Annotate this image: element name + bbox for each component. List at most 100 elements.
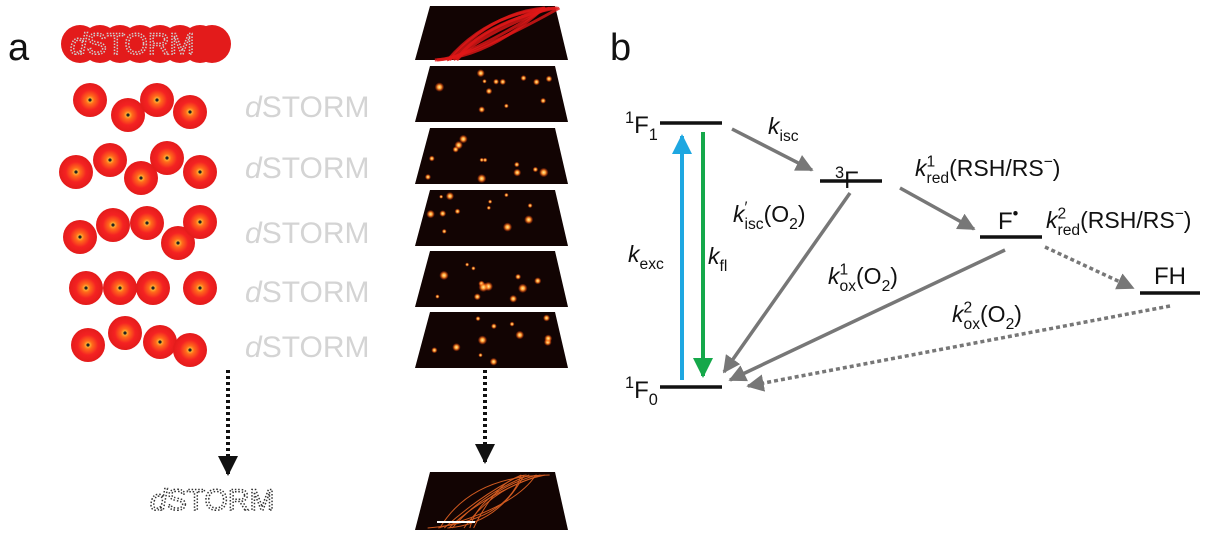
blink — [471, 266, 475, 270]
text-part: F — [998, 208, 1013, 235]
fluorophore-center — [118, 286, 121, 289]
blink — [478, 106, 485, 113]
blink — [543, 314, 550, 321]
fluorophore-center — [78, 235, 81, 238]
fluorophore-center — [145, 221, 148, 224]
blink — [533, 79, 540, 86]
text-part: ox — [840, 278, 857, 295]
blink — [520, 75, 526, 81]
text-part: (RSH/RS — [1080, 207, 1175, 233]
text-part: 1 — [840, 261, 849, 278]
state-label: 1F0 — [625, 374, 658, 409]
blink — [491, 323, 497, 329]
text-part: 0 — [649, 391, 658, 409]
blink — [540, 98, 546, 104]
dstorm-label: dSTORM — [245, 276, 369, 309]
text-part: isc — [780, 128, 799, 145]
blink — [533, 167, 539, 173]
blink — [518, 284, 527, 293]
text-part: red — [1058, 222, 1081, 239]
blink — [486, 88, 493, 95]
panel-label: b — [610, 27, 631, 69]
blink — [524, 215, 533, 224]
fluorophore-center — [155, 98, 158, 101]
text-part: 2 — [964, 299, 973, 316]
blink — [475, 316, 480, 321]
fluorophore-center — [84, 286, 87, 289]
blink — [431, 347, 437, 353]
fluorophore-center — [88, 98, 91, 101]
blink — [544, 335, 552, 343]
blink — [509, 295, 517, 303]
figure: adSTORMdSTORMdSTORMdSTORMdSTORMdSTORMdST… — [0, 0, 1218, 533]
text-part: 1 — [927, 153, 936, 170]
blink — [478, 335, 487, 344]
fluorophore-center — [126, 113, 129, 116]
text-part: F — [634, 377, 649, 404]
dstorm-label: dSTORM — [70, 28, 194, 61]
blink — [510, 322, 515, 327]
blink — [435, 82, 445, 92]
blink — [465, 262, 469, 266]
text-part: fl — [720, 258, 728, 275]
blink — [477, 69, 485, 77]
blink — [435, 294, 439, 298]
state-label: 3F — [835, 164, 859, 194]
dstorm-prefix: d — [245, 91, 263, 124]
text-part: ) — [1053, 155, 1061, 181]
blink — [477, 174, 486, 183]
text-part: 2 — [1006, 316, 1015, 333]
text-part: isc — [745, 216, 764, 233]
blink — [455, 208, 461, 214]
dstorm-prefix: d — [245, 152, 263, 185]
dstorm-name: STORM — [262, 217, 370, 250]
blink — [493, 79, 499, 85]
state-label: F• — [998, 205, 1019, 235]
blink — [539, 168, 549, 178]
blink — [487, 206, 491, 210]
dstorm-label: dSTORM — [245, 152, 369, 185]
fluorophore-center — [74, 170, 77, 173]
blink — [503, 222, 512, 231]
text-part: (O — [856, 263, 882, 289]
blink — [452, 343, 460, 351]
text-part: F — [634, 112, 649, 139]
blink — [425, 174, 431, 180]
rate-label: k2ox(O2) — [952, 299, 1022, 333]
text-part: 1 — [649, 126, 658, 144]
image-frame — [415, 66, 568, 122]
state-label: 1F1 — [625, 109, 658, 144]
blink — [513, 169, 521, 177]
dstorm-name: STORM — [262, 331, 370, 364]
fluorophore-center — [176, 241, 179, 244]
blink — [504, 193, 509, 198]
dstorm-prefix: d — [245, 217, 263, 250]
text-part: F — [844, 167, 859, 194]
fluorophore — [193, 25, 231, 63]
text-part: − — [1175, 205, 1184, 222]
fluorophore-center — [198, 220, 201, 223]
dstorm-name: STORM — [167, 484, 275, 517]
blink — [474, 293, 481, 300]
blink — [452, 146, 458, 152]
text-part: FH — [1154, 263, 1186, 290]
blink — [442, 229, 447, 234]
blink — [483, 158, 488, 163]
fluorophore-center — [139, 176, 142, 179]
blink — [546, 76, 553, 83]
arrow — [900, 188, 974, 229]
rate-label: kfl — [708, 243, 727, 275]
text-part: ) — [890, 263, 898, 289]
text-part: (RSH/RS — [949, 155, 1044, 181]
panel-label: a — [8, 27, 30, 69]
text-part: 1 — [625, 374, 634, 392]
blink — [478, 282, 488, 292]
fluorophore-center — [198, 286, 201, 289]
blink — [478, 353, 482, 357]
fluorophore-center — [188, 110, 191, 113]
state-label: FH — [1154, 263, 1186, 290]
